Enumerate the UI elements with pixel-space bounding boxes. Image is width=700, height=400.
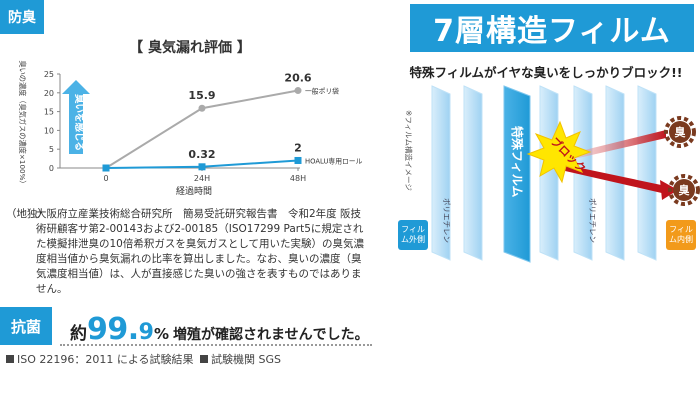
film-layer — [463, 85, 483, 261]
series-name-label: HOALU専用ロール — [305, 156, 363, 165]
data-point — [102, 164, 110, 172]
sense-arrow-label: 臭いを感じる — [73, 94, 85, 151]
footnote-iso-text: ISO 22196：2011 による試験結果 — [17, 353, 194, 366]
y-tick-label: 10 — [44, 126, 54, 135]
y-tick-label: 0 — [49, 164, 54, 173]
structure-side-note: ※フィルム構造イメージ — [404, 110, 414, 191]
film-outer-tag — [398, 220, 428, 250]
y-tick-label: 15 — [44, 108, 54, 117]
film-subtitle: 特殊フィルムがイヤな臭いをしっかりブロック!! — [409, 65, 683, 80]
note-body: 大阪府立産業技術総合研究所 簡易受託研究報告書 令和2年度 阪技術研顧客サ第2-… — [36, 208, 365, 295]
antibac-prefix: 約 — [70, 324, 87, 344]
film-outer-label: フィルム外側 — [401, 225, 425, 244]
chart-axes: 0 5 10 15 20 25 0 24H 48H — [44, 70, 306, 183]
film-layer — [503, 85, 531, 263]
y-tick-label: 20 — [44, 89, 54, 98]
smell-label-lower: 臭 — [679, 183, 690, 197]
data-point — [294, 156, 302, 164]
odor-leak-chart: 【 臭気漏れ評価 】 臭いの濃度（臭気ガスの濃度×100%） 経過時間 0 5 10… — [8, 36, 368, 196]
deodorant-badge: 防臭 — [0, 0, 44, 34]
footnote-sgs: 試験機関 SGS — [200, 351, 281, 367]
film-layer — [605, 85, 625, 261]
antibacterial-result: 約 99. 9 % 増殖が確認されませんでした。 — [70, 312, 369, 347]
series-name-label: 一般ポリ袋 — [305, 87, 339, 96]
chart-x-axis-label: 経過時間 — [176, 185, 212, 196]
x-tick-label: 0 — [103, 174, 108, 183]
film-layers — [431, 85, 657, 263]
film-layer — [539, 85, 559, 261]
antibac-percent: % — [153, 325, 169, 343]
data-label: 20.6 — [284, 72, 311, 85]
smell-gear-icon: 臭 — [668, 174, 700, 206]
seven-layer-title: 7層構造フィルム — [410, 4, 694, 52]
square-bullet-icon — [200, 355, 208, 363]
polyethylene-right-label: ポリエチレン — [588, 198, 597, 243]
data-point — [198, 163, 206, 171]
antibac-value: 99. — [87, 312, 139, 347]
data-label: 0.32 — [188, 148, 215, 161]
antibac-value-decimal: 9 — [138, 320, 154, 345]
footnote-iso: ISO 22196：2011 による試験結果 — [6, 351, 194, 367]
data-point — [294, 87, 302, 95]
film-inner-label: フィルム内側 — [669, 225, 693, 244]
film-layer — [637, 85, 657, 261]
note-prefix: （地独） — [6, 208, 48, 220]
dotted-divider — [60, 344, 372, 346]
x-tick-label: 24H — [194, 174, 210, 183]
film-inner-tag — [666, 220, 696, 250]
polyethylene-left-label: ポリエチレン — [442, 198, 451, 243]
y-tick-label: 25 — [44, 70, 54, 79]
y-tick-label: 5 — [49, 145, 54, 154]
square-bullet-icon — [6, 355, 14, 363]
data-label: 15.9 — [188, 89, 215, 102]
antibacterial-badge: 抗菌 — [0, 307, 52, 345]
chart-y-axis-label: 臭いの濃度（臭気ガスの濃度×100%） — [18, 60, 27, 187]
smell-label-upper: 臭 — [675, 125, 686, 139]
special-film-label: 特殊フィルム — [510, 126, 525, 198]
chart-title: 【 臭気漏れ評価 】 — [129, 39, 251, 56]
smell-gear-icon: 臭 — [664, 116, 696, 148]
sense-arrow: 臭いを感じる — [62, 80, 90, 154]
data-label: 2 — [294, 141, 302, 154]
x-tick-label: 48H — [290, 174, 306, 183]
film-structure-diagram: ※フィルム構造イメージ 特殊フィルム ポリエチレン ポリエチレン ブロック 臭 — [392, 82, 700, 268]
film-layer — [431, 85, 451, 261]
antibac-text: 増殖が確認されませんでした。 — [173, 327, 369, 343]
footnote-sgs-text: 試験機関 SGS — [211, 353, 281, 366]
data-point — [198, 104, 206, 112]
